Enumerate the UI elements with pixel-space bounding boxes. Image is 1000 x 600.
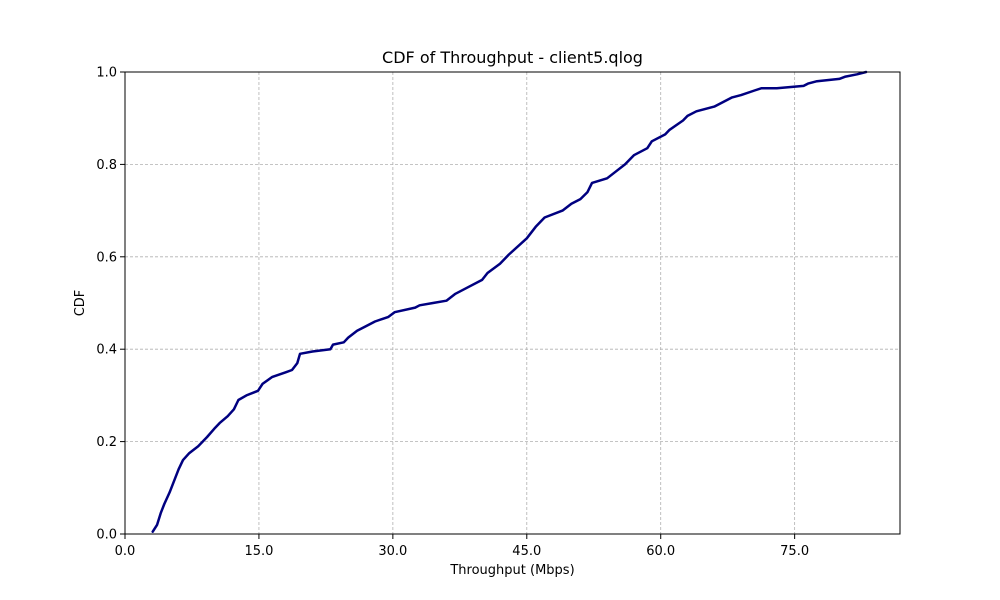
grid [124, 71, 900, 535]
x-tick-label: 60.0 [646, 544, 675, 559]
y-tick-label: 0.8 [96, 158, 117, 173]
x-tick-label: 75.0 [780, 544, 809, 559]
x-tick-label: 0.0 [115, 544, 136, 559]
x-tick-label: 45.0 [512, 544, 541, 559]
y-tick-label: 0.2 [96, 435, 117, 450]
x-axis: 0.0 15.0 30.0 45.0 60.0 75.0 [115, 534, 809, 559]
y-tick-label: 0.4 [96, 343, 117, 358]
plot-frame [124, 71, 901, 535]
series-group [151, 70, 868, 533]
y-tick-label: 1.0 [96, 66, 117, 81]
y-tick-label: 0.0 [96, 528, 117, 543]
y-tick-label: 0.6 [96, 250, 117, 265]
cdf-line [151, 70, 868, 533]
x-tick-label: 15.0 [244, 544, 273, 559]
y-axis-label: CDF [73, 290, 88, 317]
chart-title: CDF of Throughput - client5.qlog [382, 48, 643, 67]
y-axis: 0.0 0.2 0.4 0.6 0.8 1.0 [96, 66, 125, 543]
x-tick-label: 30.0 [378, 544, 407, 559]
x-axis-label: Throughput (Mbps) [449, 563, 574, 578]
